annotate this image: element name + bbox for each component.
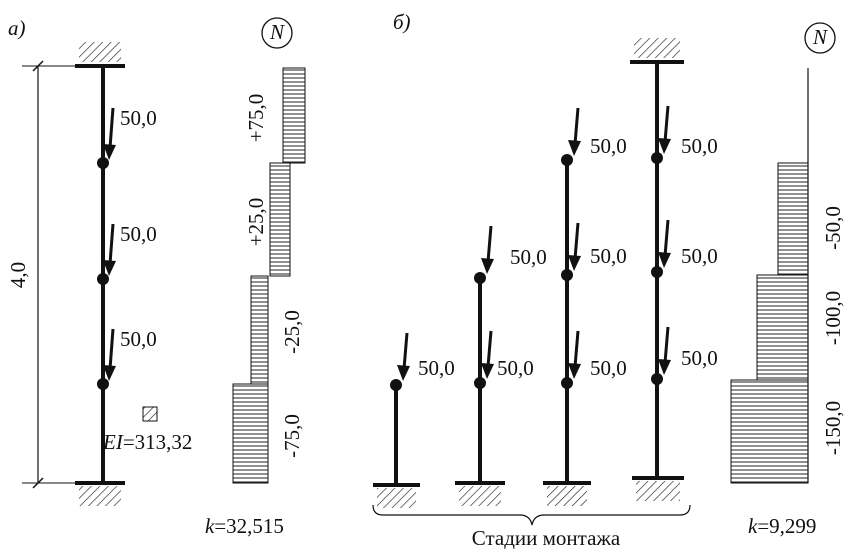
- force-label: -75,0: [280, 414, 304, 458]
- caption: Стадии монтажа: [472, 526, 621, 550]
- load-arrow: [663, 326, 670, 364]
- arrow-head: [658, 252, 671, 268]
- node: [561, 154, 573, 166]
- load-label: 50,0: [590, 356, 627, 380]
- load-arrow: [108, 223, 115, 265]
- node: [97, 273, 109, 285]
- force-label: -25,0: [280, 310, 304, 354]
- symbol-circle: [804, 22, 836, 54]
- arrow-head: [658, 359, 671, 375]
- load-arrow: [486, 330, 493, 368]
- value: =32,515: [214, 514, 284, 538]
- load-arrow: [573, 330, 580, 368]
- symbol: k: [748, 514, 758, 538]
- node: [561, 377, 573, 389]
- symbol: k: [205, 514, 215, 538]
- force-block: [250, 275, 269, 385]
- load-label: 50,0: [418, 356, 455, 380]
- support-hatch: [634, 38, 680, 58]
- arrow-head: [658, 138, 671, 154]
- force-label: -150,0: [821, 401, 845, 455]
- value: =313,32: [123, 430, 193, 454]
- node: [651, 152, 663, 164]
- force-label: -50,0: [821, 206, 845, 250]
- node: [561, 269, 573, 281]
- node: [97, 157, 109, 169]
- support-hatch: [377, 488, 416, 508]
- arrow-head: [397, 365, 410, 381]
- load-label: 50,0: [120, 222, 157, 246]
- panel-label: б): [393, 10, 411, 34]
- arrow-head: [481, 258, 494, 274]
- node: [651, 266, 663, 278]
- arrow-head: [481, 363, 494, 379]
- node: [474, 377, 486, 389]
- support-hatch: [79, 42, 121, 62]
- load-label: 50,0: [120, 327, 157, 351]
- force-symbol: N: [812, 25, 828, 49]
- force-label: +75,0: [244, 94, 268, 143]
- symbol: EI: [102, 430, 124, 454]
- arrow-head: [103, 260, 116, 276]
- load-arrow: [108, 328, 115, 370]
- force-block: [282, 67, 306, 164]
- force-symbol: N: [269, 20, 285, 44]
- value: =9,299: [757, 514, 816, 538]
- force-block: [756, 274, 809, 381]
- load-label: 50,0: [497, 356, 534, 380]
- load-arrow: [663, 105, 670, 143]
- load-arrow: [486, 225, 493, 263]
- force-block: [730, 379, 809, 484]
- support-hatch: [547, 486, 587, 506]
- symbol-circle: [261, 17, 293, 49]
- arrow-head: [568, 363, 581, 379]
- force-block: [269, 162, 291, 277]
- load-label: 50,0: [510, 245, 547, 269]
- load-arrow: [663, 219, 670, 257]
- node: [474, 272, 486, 284]
- dim-tick: [32, 60, 44, 72]
- load-label: 50,0: [120, 106, 157, 130]
- force-block: [777, 162, 809, 276]
- load-arrow: [573, 107, 580, 145]
- force-block: [232, 383, 269, 484]
- panel-label: а): [8, 16, 26, 40]
- node: [651, 373, 663, 385]
- dim-tick: [32, 477, 44, 489]
- support-hatch: [636, 481, 680, 501]
- load-label: 50,0: [681, 346, 718, 370]
- force-label: -100,0: [821, 291, 845, 345]
- dimension-label: 4,0: [6, 262, 30, 288]
- support-hatch: [459, 486, 501, 506]
- arrow-head: [568, 255, 581, 271]
- coefficient-label: k=9,299: [748, 514, 816, 538]
- stiffness-label: EI=313,32: [102, 430, 192, 454]
- load-arrow: [573, 222, 580, 260]
- load-arrow: [402, 332, 409, 370]
- node: [97, 378, 109, 390]
- brace: [372, 504, 691, 526]
- node: [390, 379, 402, 391]
- arrow-head: [568, 140, 581, 156]
- arrow-head: [103, 144, 116, 160]
- load-arrow: [108, 107, 115, 149]
- load-label: 50,0: [681, 134, 718, 158]
- arrow-head: [103, 365, 116, 381]
- load-label: 50,0: [590, 244, 627, 268]
- load-label: 50,0: [681, 244, 718, 268]
- coefficient-label: k=32,515: [205, 514, 284, 538]
- force-label: +25,0: [244, 198, 268, 247]
- load-label: 50,0: [590, 134, 627, 158]
- support-hatch: [79, 486, 121, 506]
- stiffness-icon: [142, 406, 158, 422]
